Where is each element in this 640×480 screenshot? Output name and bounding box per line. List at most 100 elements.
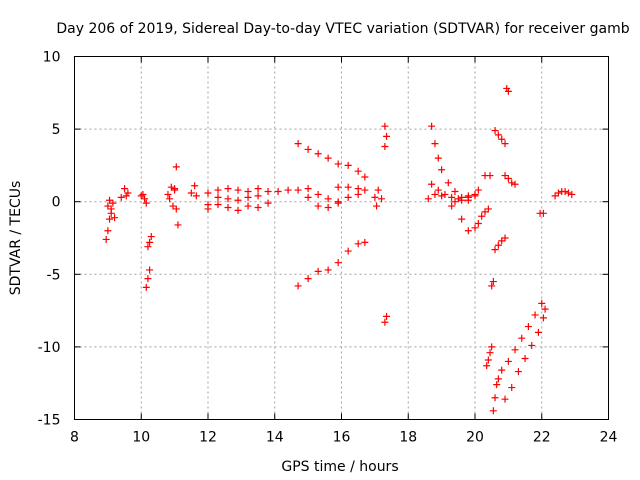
data-point [214, 201, 222, 209]
y-axis-title: SDTVAR / TECUs [8, 181, 24, 296]
data-point [294, 282, 302, 290]
data-point [314, 267, 322, 275]
data-point [511, 346, 519, 354]
series-arc-26 [501, 305, 549, 403]
data-point [274, 188, 282, 196]
data-point [524, 323, 532, 331]
data-point [214, 193, 222, 201]
data-point [494, 375, 502, 383]
data-point [142, 199, 150, 207]
data-point [491, 246, 499, 254]
data-point [234, 186, 242, 194]
x-tick-label: 22 [533, 430, 551, 446]
data-point [428, 180, 436, 188]
data-point [568, 190, 576, 198]
data-point [334, 259, 342, 267]
data-point [104, 227, 112, 235]
data-point [147, 233, 155, 241]
data-point [174, 221, 182, 229]
data-point [146, 238, 154, 246]
data-point [371, 193, 379, 201]
data-point [438, 192, 446, 200]
y-tick-label: -15 [38, 413, 61, 429]
data-point [284, 186, 292, 194]
series-arc-6 [187, 182, 200, 200]
series-arc-27 [536, 209, 547, 217]
data-point [531, 311, 539, 319]
data-point [214, 186, 222, 194]
data-point [504, 174, 512, 182]
data-point [191, 182, 199, 190]
data-point [244, 202, 252, 210]
data-point [172, 205, 180, 213]
data-point [142, 283, 150, 291]
data-point [224, 204, 232, 212]
data-point [304, 145, 312, 153]
y-tick-label: -5 [47, 267, 61, 283]
data-point [538, 299, 546, 307]
data-point [474, 219, 482, 227]
data-point [324, 154, 332, 162]
data-point [354, 185, 362, 193]
axis-ticks: 8 10 12 14 16 18 20 22 24 -15 -10 -5 0 5 10 [38, 50, 618, 446]
data-point [471, 224, 479, 232]
data-point [491, 127, 499, 135]
data-point [431, 190, 439, 198]
data-point [471, 192, 479, 200]
data-point [294, 186, 302, 194]
series-arc-18 [424, 190, 479, 235]
data-point [483, 362, 491, 370]
data-point [361, 238, 369, 246]
data-point [458, 196, 466, 204]
data-point [383, 132, 391, 140]
series-arc-1 [102, 196, 119, 243]
data-point [464, 192, 472, 200]
data-point [484, 356, 492, 364]
series-arc-24 [483, 278, 497, 370]
data-point [244, 193, 252, 201]
data-point [334, 198, 342, 206]
series-arc-4 [142, 233, 155, 291]
data-point [511, 180, 519, 188]
data-point [561, 188, 569, 196]
x-tick-label: 10 [132, 430, 150, 446]
y-tick-label: 10 [43, 50, 61, 66]
data-point [451, 198, 459, 206]
x-axis-title: GPS time / hours [281, 459, 398, 475]
data-point [458, 215, 466, 223]
data-point [102, 235, 110, 243]
series-arc-21 [491, 84, 512, 148]
x-tick-label: 16 [333, 430, 351, 446]
data-point [204, 189, 212, 197]
data-point [501, 234, 509, 242]
data-point [486, 349, 494, 357]
series-arc-5 [164, 163, 182, 229]
data-point [501, 140, 509, 148]
series-arc-10 [294, 140, 369, 181]
series-arc-2 [117, 185, 132, 201]
data-point [344, 193, 352, 201]
data-point [434, 186, 442, 194]
data-point [494, 131, 502, 139]
x-tick-label: 14 [266, 430, 284, 446]
data-point [438, 166, 446, 174]
data-point [304, 193, 312, 201]
data-point [122, 192, 130, 200]
data-point [534, 328, 542, 336]
data-point [434, 154, 442, 162]
data-point [514, 368, 522, 376]
data-point [478, 212, 486, 220]
data-point [504, 87, 512, 95]
data-point [494, 241, 502, 249]
data-point [484, 205, 492, 213]
grid [74, 56, 609, 420]
data-point [172, 163, 180, 171]
series-arc-11 [294, 186, 362, 212]
data-point [171, 185, 179, 193]
data-point [166, 195, 174, 203]
data-point [448, 202, 456, 210]
series-arc-20 [474, 172, 494, 227]
data-point [234, 196, 242, 204]
data-point [106, 196, 114, 204]
